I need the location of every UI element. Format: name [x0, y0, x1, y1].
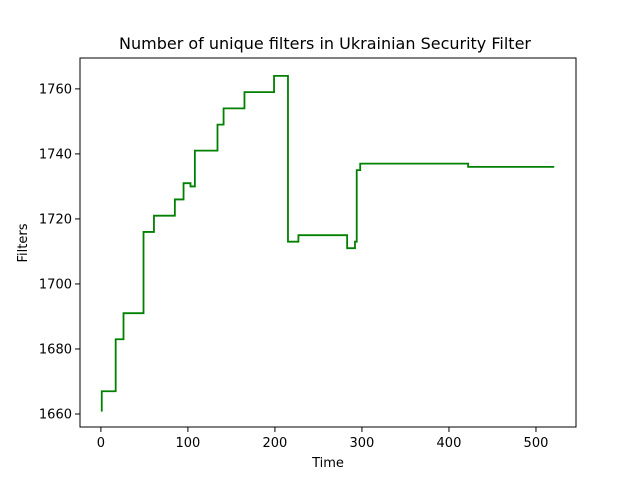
y-tick-label: 1660 [39, 407, 72, 422]
y-tick-label: 1760 [39, 82, 72, 97]
plot-area [100, 74, 555, 412]
x-tick-label: 0 [97, 436, 105, 451]
x-axis-ticks: 0 100 200 300 400 500 [97, 427, 549, 451]
series-line-filters [100, 74, 555, 412]
y-tick-label: 1680 [39, 342, 72, 357]
x-axis-label: Time [311, 456, 344, 471]
y-tick-label: 1700 [39, 277, 72, 292]
y-tick-label: 1720 [39, 212, 72, 227]
x-tick-label: 300 [350, 436, 375, 451]
x-tick-label: 500 [524, 436, 549, 451]
x-tick-label: 400 [437, 436, 462, 451]
y-tick-label: 1740 [39, 147, 72, 162]
x-tick-label: 100 [175, 436, 200, 451]
y-axis-label: Filters [16, 223, 31, 262]
x-tick-label: 200 [263, 436, 288, 451]
chart-title: Number of unique filters in Ukrainian Se… [119, 34, 531, 53]
axes-frame [79, 57, 577, 428]
y-axis-ticks: 1660 1680 1700 1720 1740 1760 [39, 82, 80, 422]
